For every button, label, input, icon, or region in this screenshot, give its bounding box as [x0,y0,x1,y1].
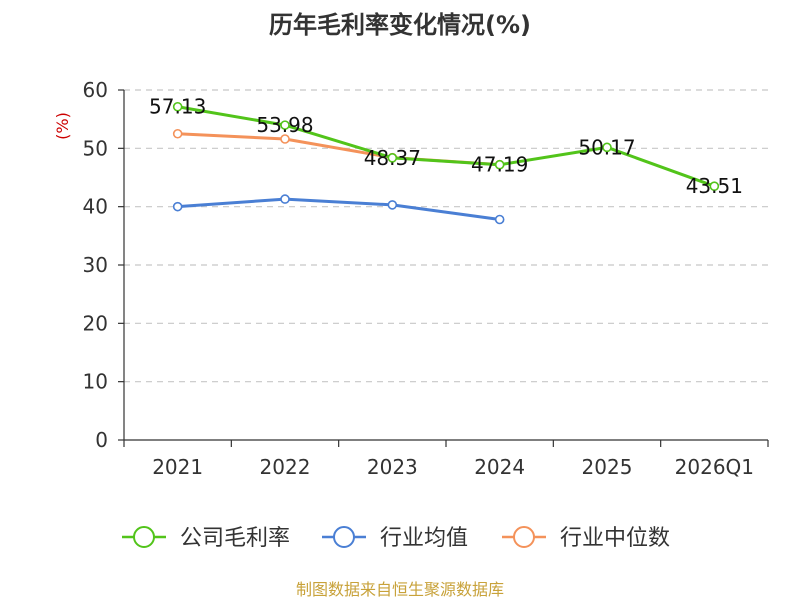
point-0-2025 [602,142,612,153]
chart-title: 历年毛利率变化情况(%) [269,11,531,39]
point-1-2022 [280,194,290,204]
data-label-2024: 47.19 [471,153,528,177]
grid-lines [124,89,768,383]
point-0-2023 [387,153,398,163]
axes: 0 10 20 30 40 50 60 2021 2022 2023 2024 2025 2026Q1 [83,78,769,479]
legend-marker-1 [333,526,355,548]
data-label-2022: 53.98 [256,113,313,137]
y-tick-label-30: 30 [83,253,108,277]
point-1-2023 [387,200,398,210]
x-tick-label-2023: 2023 [367,455,418,479]
legend-label-0: 公司毛利率 [180,526,290,551]
source-note: 制图数据来自恒生聚源数据库 [296,580,504,599]
x-tick-label-2024: 2024 [474,455,525,479]
legend-label-2: 行业中位数 [560,526,670,551]
point-2-2021 [172,128,183,139]
series-line-2 [177,132,500,167]
y-tick-label-50: 50 [83,136,108,160]
legend-label-1: 行业均值 [380,526,468,551]
series-line-1 [177,197,500,221]
series-group [172,101,720,225]
point-1-2021 [172,201,183,212]
data-label-2026Q1: 43.51 [686,174,743,198]
legend: 公司毛利率 行业均值 行业中位数 [122,526,670,551]
legend-marker-0 [133,526,155,548]
data-label-2023: 48.37 [364,146,421,170]
x-tick-label-2025: 2025 [582,455,633,479]
legend-marker-2 [513,526,535,548]
x-tick-label-2026Q1: 2026Q1 [675,455,754,479]
y-tick-label-60: 60 [83,78,108,102]
y-axis-label: (%) [53,112,72,140]
y-tick-label-0: 0 [95,428,108,452]
x-tick-label-2022: 2022 [260,455,311,479]
point-0-2026Q1 [709,181,720,191]
point-0-2022 [280,120,290,130]
y-tick-label-20: 20 [83,311,108,335]
data-label-2021: 57.13 [149,95,206,119]
point-0-2021 [172,101,183,112]
x-tick-label-2021: 2021 [152,455,203,479]
point-0-2024 [494,159,505,170]
y-tick-label-40: 40 [83,195,108,219]
y-tick-label-10: 10 [83,370,108,394]
series-line-0 [177,105,715,188]
point-2-2022 [280,134,290,144]
point-1-2024 [494,214,505,225]
data-label-2025: 50.17 [578,135,635,159]
data-labels: 57.13 53.98 48.37 47.19 50.17 43.51 [149,95,743,198]
